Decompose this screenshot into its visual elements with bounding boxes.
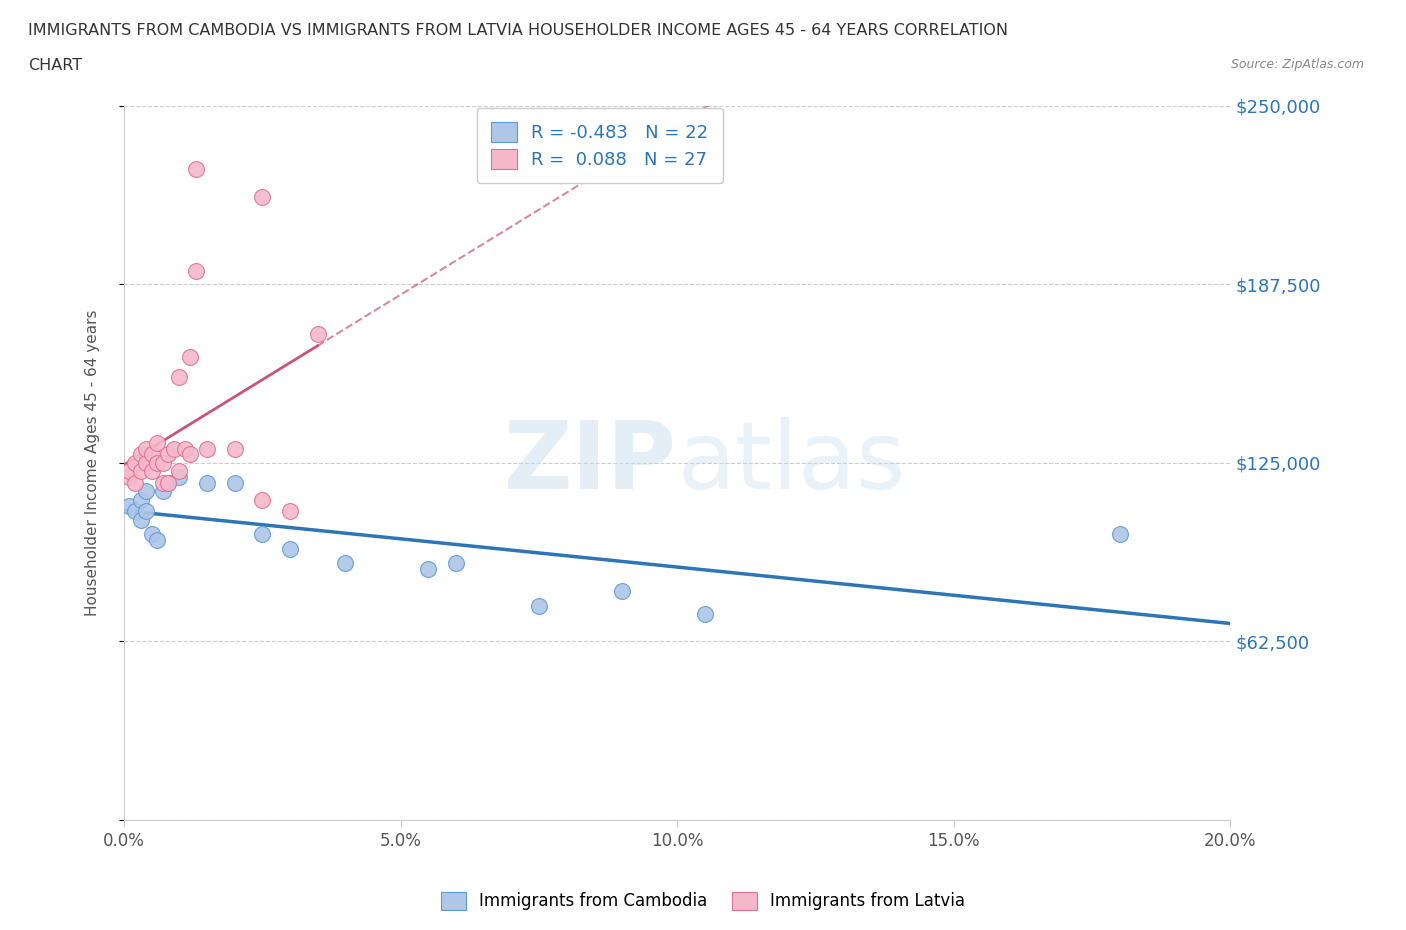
Legend: Immigrants from Cambodia, Immigrants from Latvia: Immigrants from Cambodia, Immigrants fro… — [434, 885, 972, 917]
Point — [157, 447, 180, 462]
Text: CHART: CHART — [28, 58, 82, 73]
Text: IMMIGRANTS FROM CAMBODIA VS IMMIGRANTS FROM LATVIA HOUSEHOLDER INCOME AGES 45 - : IMMIGRANTS FROM CAMBODIA VS IMMIGRANTS F… — [28, 23, 1008, 38]
Point — [527, 598, 550, 613]
Point — [124, 456, 146, 471]
Point — [693, 607, 716, 622]
Y-axis label: Householder Income Ages 45 - 64 years: Householder Income Ages 45 - 64 years — [86, 310, 100, 617]
Legend: R = -0.483   N = 22, R =  0.088   N = 27: R = -0.483 N = 22, R = 0.088 N = 27 — [477, 108, 723, 183]
Point — [146, 435, 169, 450]
Point — [135, 484, 157, 498]
Point — [250, 190, 273, 205]
Point — [152, 484, 174, 498]
Text: ZIP: ZIP — [505, 417, 678, 509]
Point — [195, 475, 218, 490]
Point — [179, 447, 201, 462]
Point — [184, 161, 207, 176]
Point — [167, 370, 190, 385]
Point — [250, 493, 273, 508]
Point — [129, 464, 152, 479]
Text: Source: ZipAtlas.com: Source: ZipAtlas.com — [1230, 58, 1364, 71]
Point — [141, 447, 163, 462]
Point — [152, 456, 174, 471]
Point — [118, 498, 141, 513]
Point — [610, 584, 633, 599]
Point — [224, 441, 246, 456]
Point — [135, 456, 157, 471]
Text: atlas: atlas — [678, 417, 905, 509]
Point — [307, 326, 329, 341]
Point — [141, 464, 163, 479]
Point — [146, 456, 169, 471]
Point — [135, 504, 157, 519]
Point — [157, 475, 180, 490]
Point — [278, 541, 301, 556]
Point — [118, 464, 141, 479]
Point — [167, 464, 190, 479]
Point — [157, 475, 180, 490]
Point — [224, 475, 246, 490]
Point — [335, 555, 357, 570]
Point — [278, 504, 301, 519]
Point — [129, 493, 152, 508]
Point — [173, 441, 195, 456]
Point — [124, 504, 146, 519]
Point — [195, 441, 218, 456]
Point — [184, 264, 207, 279]
Point — [167, 470, 190, 485]
Point — [141, 527, 163, 542]
Point — [135, 441, 157, 456]
Point — [152, 475, 174, 490]
Point — [129, 512, 152, 527]
Point — [418, 561, 440, 576]
Point — [118, 470, 141, 485]
Point — [179, 350, 201, 365]
Point — [146, 533, 169, 548]
Point — [250, 527, 273, 542]
Point — [124, 475, 146, 490]
Point — [129, 447, 152, 462]
Point — [444, 555, 467, 570]
Point — [1108, 527, 1130, 542]
Point — [163, 441, 186, 456]
